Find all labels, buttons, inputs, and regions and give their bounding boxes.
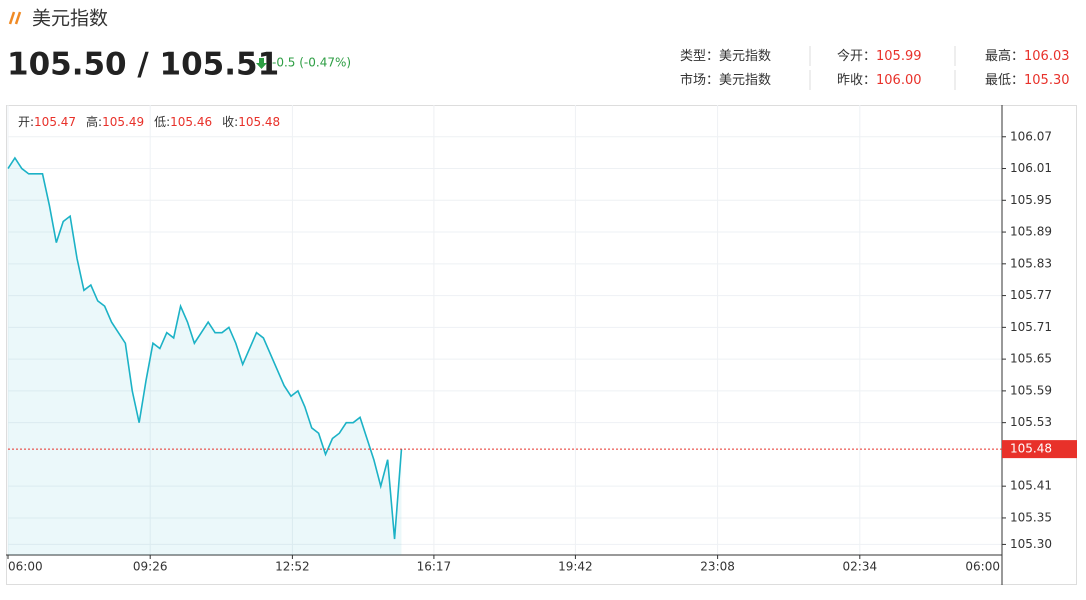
info-value: 105.30: [1024, 73, 1070, 88]
x-tick-label: 23:08: [700, 560, 735, 574]
y-tick-label: 105.35: [1010, 510, 1052, 524]
x-tick-label: 06:00: [965, 560, 1000, 574]
y-tick-label: 106.01: [1010, 161, 1052, 175]
y-tick-label: 105.59: [1010, 383, 1052, 397]
info-label: 类型：: [680, 49, 719, 64]
y-tick-label: 105.71: [1010, 320, 1052, 334]
ohlc-label: 高:: [86, 114, 102, 129]
x-tick-label: 16:17: [417, 560, 452, 574]
info-label: 最高：: [985, 48, 1024, 64]
x-tick-label: 19:42: [558, 560, 593, 574]
info-item: 类型：美元指数: [680, 49, 771, 64]
change: -0.5 (-0.47%): [272, 56, 351, 70]
y-tick-label: 105.53: [1010, 415, 1052, 429]
chart-frame: [6, 105, 1077, 585]
last-price-box: [1002, 440, 1077, 459]
down-arrow: [256, 58, 267, 69]
x-tick-label: 02:34: [843, 560, 878, 574]
y-tick-label: 105.83: [1010, 256, 1052, 270]
ohlc-value: 105.49: [102, 115, 144, 129]
ohlc-value: 105.46: [170, 115, 212, 129]
info-item: 今开：105.99: [837, 48, 922, 64]
ohlc-label: 低:: [154, 115, 170, 129]
info-label: 今开：: [837, 48, 876, 64]
info-value: 105.99: [876, 49, 922, 64]
y-tick-label: 105.30: [1010, 537, 1052, 551]
info-item: 最高：106.03: [985, 48, 1070, 64]
info-label: 最低：: [985, 73, 1024, 88]
x-tick-label: 06:00: [8, 560, 43, 574]
area: [8, 157, 402, 556]
title-icon: [14, 11, 22, 25]
info-value: 美元指数: [719, 49, 771, 64]
line: [7, 156, 403, 540]
info-value: 美元指数: [719, 73, 771, 88]
title-icon: [8, 11, 16, 25]
y-tick-label: 105.41: [1010, 479, 1052, 493]
y-tick-label: 105.77: [1010, 288, 1052, 302]
info-item: 最低：105.30: [985, 73, 1070, 88]
x-tick-label: 09:26: [133, 560, 168, 574]
info-label: 市场：: [680, 72, 719, 88]
ohlc-value: 105.47: [34, 115, 76, 129]
ohlc-label: 收:: [222, 115, 238, 129]
info-item: 市场：美元指数: [680, 72, 771, 88]
y-tick-label: 105.95: [1010, 193, 1052, 207]
title: 美元指数: [32, 8, 108, 30]
y-tick-label: 105.65: [1010, 352, 1052, 366]
last-price-label: 105.48: [1010, 442, 1052, 456]
y-tick-label: 106.07: [1010, 129, 1052, 143]
info-label: 昨收：: [837, 73, 876, 88]
ohlc-label: 开:: [18, 115, 34, 129]
x-tick-label: 12:52: [275, 560, 310, 574]
price: 105.50 / 105.51: [7, 47, 279, 83]
ohlc-value: 105.48: [238, 115, 280, 129]
info-value: 106.00: [876, 73, 922, 88]
ohlc: 开:105.47 高:105.49 低:105.46 收:105.48: [18, 114, 280, 129]
y-tick-label: 105.89: [1010, 225, 1052, 239]
info-item: 昨收：106.00: [837, 73, 922, 88]
info-value: 106.03: [1024, 49, 1070, 64]
